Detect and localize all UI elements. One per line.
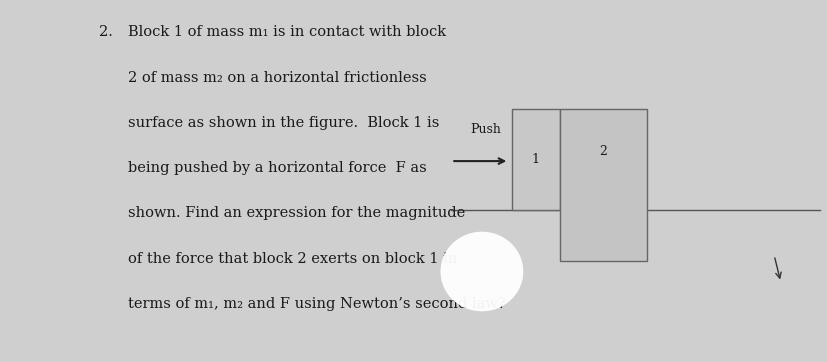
Text: 1: 1 (531, 153, 539, 166)
Text: Block 1 of mass m₁ is in contact with block: Block 1 of mass m₁ is in contact with bl… (128, 25, 446, 39)
Text: terms of m₁, m₂ and F using Newton’s second law?: terms of m₁, m₂ and F using Newton’s sec… (128, 297, 505, 311)
Text: surface as shown in the figure.  Block 1 is: surface as shown in the figure. Block 1 … (128, 116, 439, 130)
Bar (511, 109, 559, 210)
Text: 2 of mass m₂ on a horizontal frictionless: 2 of mass m₂ on a horizontal frictionles… (128, 71, 427, 85)
Text: 2.: 2. (99, 25, 113, 39)
Bar (559, 109, 646, 261)
Text: of the force that block 2 exerts on block 1 in: of the force that block 2 exerts on bloc… (128, 252, 457, 266)
Text: 2: 2 (599, 145, 606, 158)
Text: being pushed by a horizontal force  F as: being pushed by a horizontal force F as (128, 161, 427, 175)
Text: shown. Find an expression for the magnitude: shown. Find an expression for the magnit… (128, 206, 465, 220)
Ellipse shape (440, 232, 523, 311)
Text: Push: Push (470, 123, 500, 136)
